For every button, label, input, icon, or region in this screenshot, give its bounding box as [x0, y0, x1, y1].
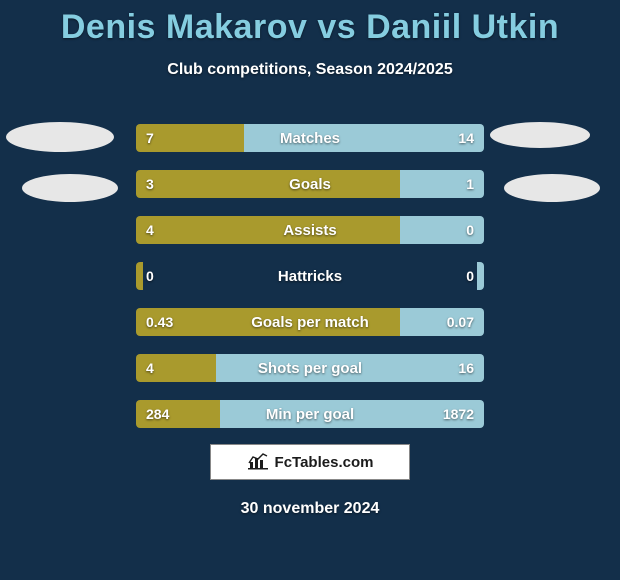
bar-track [136, 170, 484, 198]
bar-left [136, 400, 220, 428]
bar-left [136, 308, 400, 336]
stat-row: Goals31 [136, 170, 484, 198]
player-left-photo-placeholder-2 [22, 174, 118, 202]
subtitle: Club competitions, Season 2024/2025 [0, 61, 620, 79]
player-right-photo-placeholder-2 [504, 174, 600, 202]
stat-row: Assists40 [136, 216, 484, 244]
bar-right [477, 262, 484, 290]
chart-icon [247, 453, 269, 471]
bar-left [136, 216, 400, 244]
player-right-photo-placeholder-1 [490, 122, 590, 148]
bar-track [136, 262, 484, 290]
stat-row: Goals per match0.430.07 [136, 308, 484, 336]
bar-left [136, 124, 244, 152]
bar-track [136, 124, 484, 152]
bar-track [136, 216, 484, 244]
stat-row: Matches714 [136, 124, 484, 152]
bar-right [244, 124, 484, 152]
stat-row: Shots per goal416 [136, 354, 484, 382]
source-logo: FcTables.com [210, 444, 410, 480]
bar-right [220, 400, 484, 428]
stat-row: Hattricks00 [136, 262, 484, 290]
bar-right [400, 308, 484, 336]
bar-left [136, 354, 216, 382]
bar-right [400, 170, 484, 198]
source-logo-text: FcTables.com [275, 454, 374, 471]
bar-right [400, 216, 484, 244]
bar-track [136, 400, 484, 428]
bar-left [136, 170, 400, 198]
date-label: 30 november 2024 [0, 500, 620, 518]
bar-right [216, 354, 484, 382]
comparison-infographic: Denis Makarov vs Daniil Utkin Club compe… [0, 0, 620, 580]
stat-rows: Matches714 Goals31 Assists40 Hattricks00 Goa… [136, 124, 484, 446]
player-left-photo-placeholder-1 [6, 122, 114, 152]
bar-left [136, 262, 143, 290]
page-title: Denis Makarov vs Daniil Utkin [0, 0, 620, 47]
bar-track [136, 308, 484, 336]
bar-track [136, 354, 484, 382]
stat-row: Min per goal2841872 [136, 400, 484, 428]
